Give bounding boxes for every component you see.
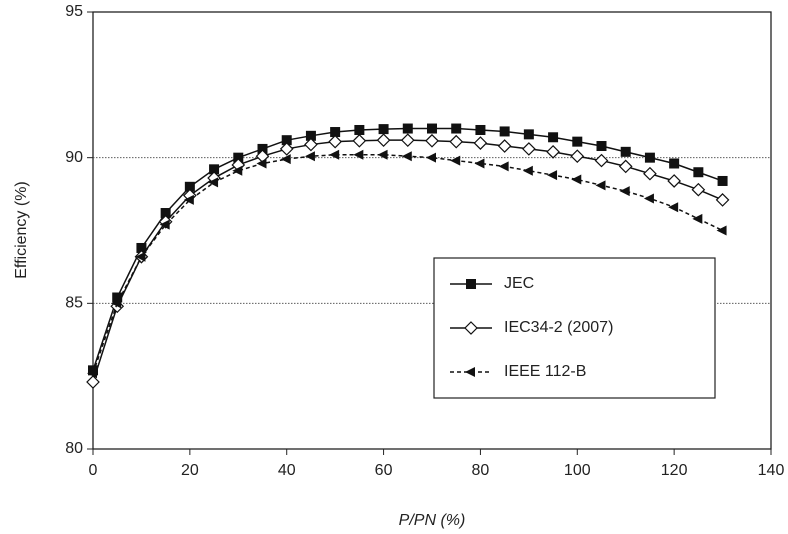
marker — [475, 124, 486, 135]
marker — [693, 167, 704, 178]
marker — [546, 144, 560, 159]
marker — [474, 158, 485, 169]
marker — [716, 225, 727, 236]
marker — [354, 124, 365, 135]
marker — [669, 158, 680, 169]
marker — [281, 135, 292, 146]
y-axis-label: Efficiency (%) — [13, 181, 30, 279]
y-tick-label: 95 — [65, 3, 83, 20]
marker — [643, 166, 657, 181]
marker — [232, 165, 243, 176]
marker — [402, 123, 413, 134]
marker — [497, 139, 512, 153]
marker — [401, 151, 412, 162]
marker — [523, 129, 534, 140]
marker — [111, 298, 122, 309]
x-tick-label: 80 — [472, 462, 490, 479]
marker — [112, 292, 123, 303]
marker — [596, 141, 607, 152]
legend-label: IEEE 112-B — [504, 363, 586, 380]
marker — [233, 152, 244, 163]
marker — [184, 181, 195, 192]
marker — [376, 133, 391, 148]
x-tick-label: 60 — [375, 462, 393, 479]
marker — [717, 175, 728, 186]
legend-marker — [466, 279, 476, 289]
marker — [279, 142, 294, 156]
marker — [257, 143, 268, 154]
marker — [691, 182, 706, 197]
y-tick-label: 80 — [65, 440, 83, 457]
marker — [692, 213, 703, 224]
marker — [644, 152, 655, 163]
marker — [498, 161, 509, 172]
y-tick-label: 90 — [65, 149, 83, 166]
marker — [378, 124, 389, 135]
marker — [329, 149, 340, 160]
marker — [304, 137, 318, 152]
marker — [159, 219, 170, 230]
marker — [522, 165, 533, 176]
y-tick-label: 85 — [65, 295, 83, 312]
x-tick-label: 140 — [758, 462, 785, 479]
marker — [87, 368, 97, 379]
marker — [547, 170, 558, 181]
marker — [548, 132, 559, 143]
marker — [352, 133, 367, 148]
legend-marker — [465, 367, 475, 377]
marker — [715, 193, 730, 207]
marker — [135, 251, 146, 262]
marker — [183, 194, 194, 205]
x-tick-label: 40 — [278, 462, 296, 479]
marker — [304, 151, 315, 162]
x-tick-label: 20 — [181, 462, 199, 479]
marker — [570, 149, 585, 164]
legend-label: JEC — [504, 275, 534, 292]
marker — [86, 375, 100, 389]
marker — [668, 202, 679, 213]
marker — [571, 174, 582, 185]
marker — [209, 164, 220, 175]
marker — [618, 159, 633, 174]
marker — [328, 134, 342, 149]
legend-marker — [464, 321, 478, 335]
marker — [619, 186, 630, 197]
marker — [136, 242, 147, 253]
marker — [451, 123, 462, 134]
marker — [305, 130, 316, 141]
marker — [208, 177, 219, 188]
marker — [256, 158, 267, 169]
marker — [377, 149, 388, 160]
marker — [595, 180, 606, 191]
marker — [643, 193, 654, 204]
marker — [572, 136, 583, 147]
marker — [425, 133, 439, 148]
x-tick-label: 100 — [564, 462, 591, 479]
marker — [522, 142, 536, 156]
marker — [473, 136, 488, 150]
marker — [449, 134, 464, 149]
marker — [426, 152, 436, 163]
plot-frame — [92, 11, 772, 450]
marker — [499, 126, 510, 137]
marker — [160, 208, 171, 219]
marker — [427, 123, 437, 134]
marker — [400, 133, 415, 148]
x-tick-label: 120 — [661, 462, 688, 479]
marker — [667, 174, 681, 188]
marker — [330, 127, 341, 138]
marker — [620, 146, 631, 157]
x-axis-label: P/PN (%) — [399, 512, 466, 529]
x-tick-label: 0 — [89, 462, 98, 479]
marker — [353, 149, 364, 160]
marker — [594, 153, 609, 168]
marker — [450, 155, 461, 166]
legend-label: IEC34-2 (2007) — [504, 319, 613, 336]
marker — [280, 154, 291, 165]
